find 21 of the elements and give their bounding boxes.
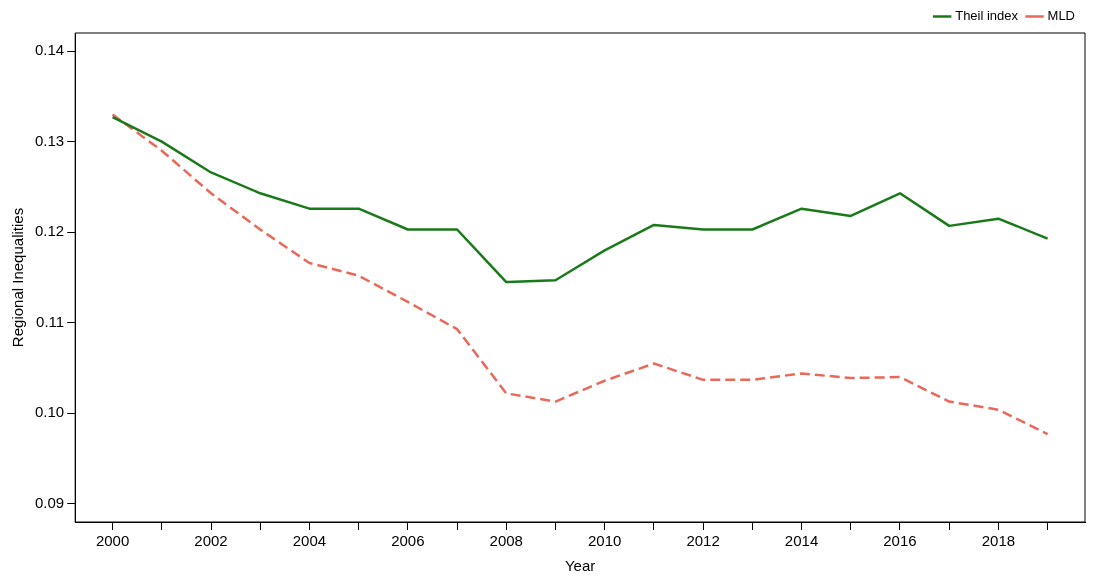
- x-tick-label: 2012: [686, 532, 720, 550]
- x-tick-label: 2004: [292, 532, 327, 550]
- x-tick-label: 2008: [489, 532, 523, 550]
- legend-label: MLD: [1047, 8, 1076, 24]
- y-axis-title: Regional Inequalities: [9, 207, 27, 348]
- y-tick-label: 0.09: [34, 494, 65, 512]
- x-tick-label: 2016: [883, 532, 917, 550]
- x-tick-label: 2002: [194, 532, 228, 550]
- y-tick-label: 0.11: [36, 312, 65, 330]
- x-tick-label: 2010: [588, 532, 622, 550]
- y-tick-label: 0.13: [34, 131, 65, 149]
- x-tick-label: 2000: [95, 532, 130, 550]
- y-tick-label: 0.10: [34, 403, 65, 421]
- x-axis-title: Year: [564, 557, 596, 575]
- line-series: [111, 113, 1049, 436]
- x-tick-label: 2006: [391, 532, 425, 550]
- y-tick-label: 0.12: [34, 222, 65, 240]
- x-tick-label: 2018: [981, 532, 1016, 550]
- legend-label: Theil index: [955, 8, 1019, 24]
- y-tick-label: 0.14: [34, 41, 65, 59]
- x-tick-label: 2014: [784, 532, 819, 550]
